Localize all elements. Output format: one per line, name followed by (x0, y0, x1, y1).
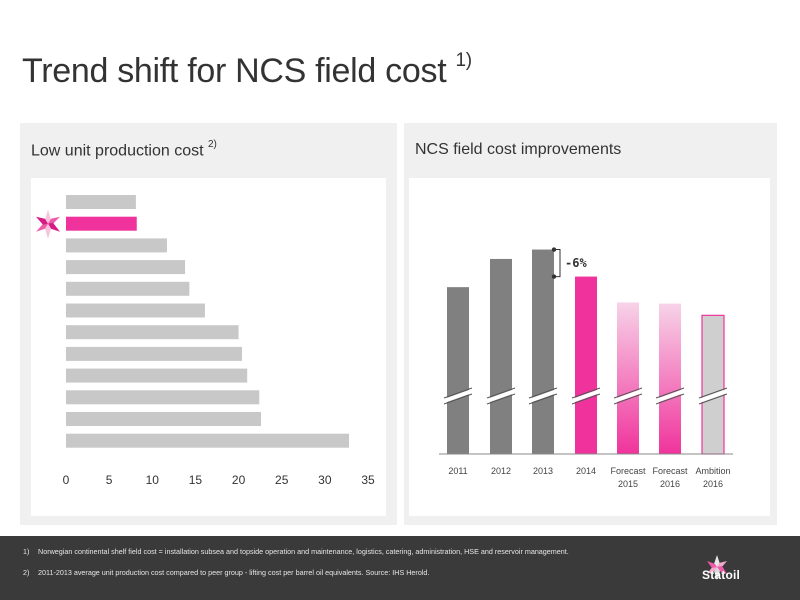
axis-break-mark (486, 387, 516, 405)
category-label: 2013 (533, 466, 553, 476)
field-cost-chart: 2011 2012 2013 2014 Forecast 2015 Forecast 2016… (439, 247, 733, 489)
footer (0, 536, 800, 600)
axis-break-mark (571, 387, 601, 405)
statoil-logo-icon (707, 555, 727, 580)
bar (66, 195, 136, 209)
x-tick-label: 20 (232, 473, 246, 487)
axis-break-mark (613, 387, 643, 405)
axis-break-mark (698, 387, 728, 405)
x-tick-label: 15 (189, 473, 203, 487)
bar (66, 390, 260, 405)
x-tick-label: 0 (63, 473, 70, 487)
bar-ambition-2016 (701, 314, 725, 455)
logo-text: Statoil (702, 568, 741, 582)
category-label: 2016 (660, 479, 680, 489)
bar-2013 (532, 249, 554, 454)
category-label: Forecast (652, 466, 688, 476)
bar (66, 433, 350, 448)
left-panel-title: Low unit production cost 2) (31, 139, 217, 160)
slide-title-footnote-marker: 1) (455, 49, 473, 71)
change-annotation (551, 247, 561, 279)
x-tick-label: 10 (146, 473, 160, 487)
right-panel: NCS field cost improvements 2011 2012 2013… (404, 123, 777, 525)
category-label: 2012 (491, 466, 511, 476)
change-annotation-label: -6% (565, 256, 587, 270)
bar (66, 412, 262, 426)
footnote-1-number: 1) (23, 547, 30, 556)
x-tick-label: 30 (318, 473, 332, 487)
bar-2011 (447, 287, 469, 454)
axis-break-mark (655, 387, 685, 405)
bar-2012 (490, 258, 512, 454)
x-tick-label: 35 (361, 473, 375, 487)
x-tick-label: 25 (275, 473, 289, 487)
category-label: Ambition (695, 466, 730, 476)
category-label: Forecast (610, 466, 646, 476)
bar-2014 (575, 276, 597, 454)
category-label: 2011 (448, 466, 467, 476)
slide-title: Trend shift for NCS field cost 1) (22, 49, 473, 90)
bar-forecast-2015 (617, 302, 639, 454)
footnote-2-number: 2) (23, 568, 30, 577)
footnote-2-text: 2011-2013 average unit production cost c… (38, 568, 430, 577)
bar (66, 281, 190, 296)
right-panel-title: NCS field cost improvements (415, 141, 622, 158)
bar (66, 238, 167, 253)
x-tick-label: 5 (106, 473, 113, 487)
category-label: 2016 (703, 479, 723, 489)
bar-forecast-2016 (659, 303, 681, 454)
highlighted-bar (66, 216, 137, 231)
bar (66, 325, 239, 340)
field-cost-chart-area: 2011 2012 2013 2014 Forecast 2015 Forecast 2016… (409, 178, 770, 516)
left-panel-footnote-marker: 2) (208, 139, 217, 150)
footnote-1-text: Norwegian continental shelf field cost =… (38, 547, 569, 556)
bar (66, 368, 248, 383)
axis-break-mark (528, 387, 558, 405)
left-panel: Low unit production cost 2) 0 5 10 15 20 25 30… (20, 123, 397, 525)
bar (66, 260, 186, 275)
statoil-star-icon (36, 209, 60, 239)
category-label: 2015 (618, 479, 638, 489)
unit-cost-chart: 0 5 10 15 20 25 30 35 (36, 195, 375, 487)
bar (66, 346, 243, 361)
axis-break-mark (443, 387, 473, 405)
category-label: 2014 (576, 466, 596, 476)
bar (66, 303, 205, 318)
unit-cost-chart-area: 0 5 10 15 20 25 30 35 (31, 178, 386, 516)
